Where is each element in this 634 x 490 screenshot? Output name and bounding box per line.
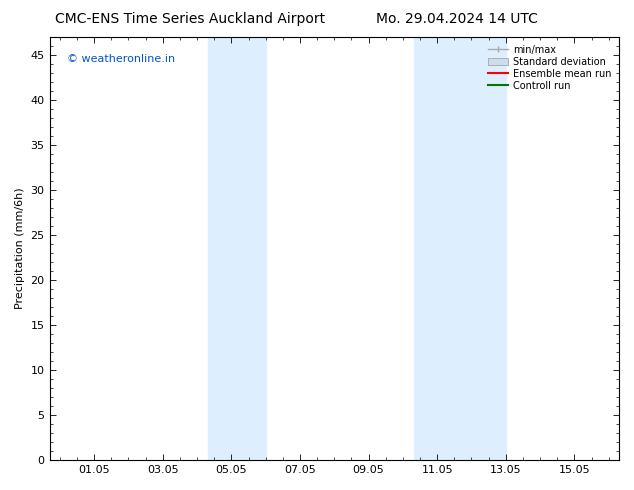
Bar: [414, 37, 455, 460]
Text: CMC-ENS Time Series Auckland Airport: CMC-ENS Time Series Auckland Airport: [55, 12, 325, 26]
Bar: [209, 37, 223, 460]
Bar: [223, 37, 266, 460]
Bar: [455, 37, 506, 460]
Legend: min/max, Standard deviation, Ensemble mean run, Controll run: min/max, Standard deviation, Ensemble me…: [486, 42, 614, 94]
Text: © weatheronline.in: © weatheronline.in: [67, 54, 175, 64]
Y-axis label: Precipitation (mm/6h): Precipitation (mm/6h): [15, 188, 25, 309]
Text: Mo. 29.04.2024 14 UTC: Mo. 29.04.2024 14 UTC: [375, 12, 538, 26]
